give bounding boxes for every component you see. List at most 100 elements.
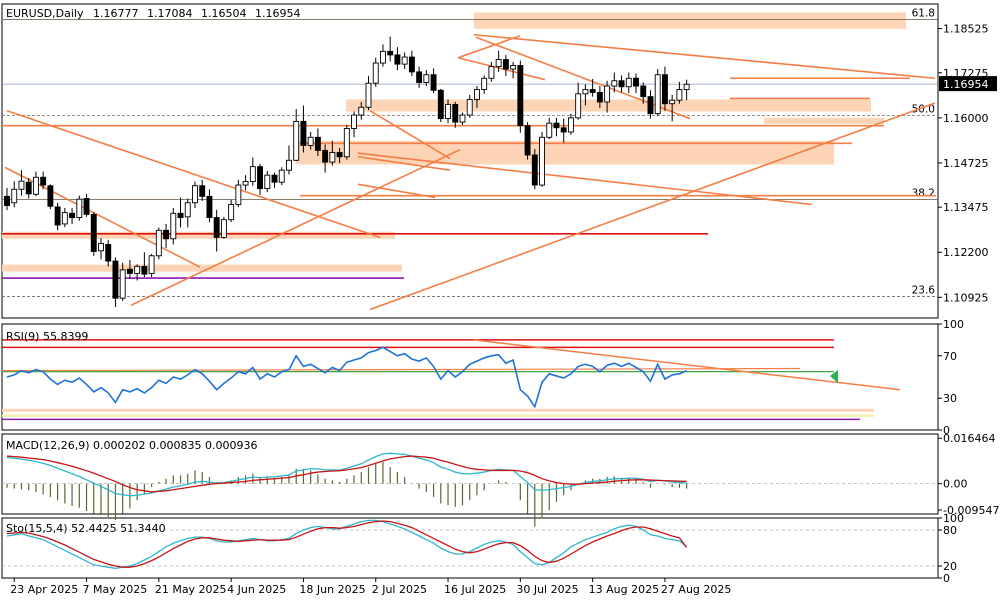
candle-body [206, 195, 213, 219]
candle-body [423, 74, 430, 83]
macd-title: MACD(12,26,9) 0.000202 0.000835 0.000936 [6, 439, 258, 452]
time-tick-label: 2 Jul 2025 [372, 583, 427, 596]
candle-body [524, 125, 531, 156]
candle-body [676, 89, 683, 101]
rsi-tick-label: 100 [943, 318, 964, 331]
panel-frames [1, 3, 939, 579]
candle-body [148, 255, 155, 274]
stochastic-title: Sto(15,5,4) 52.4425 51.3440 [6, 522, 166, 535]
last-price-box [939, 76, 997, 92]
candle-body [633, 77, 639, 87]
candle-body [452, 103, 459, 123]
supply-demand-zones [2, 12, 906, 272]
candle-body [98, 242, 104, 252]
candle-body [459, 114, 466, 123]
trendline [6, 110, 381, 239]
candle-body [47, 185, 54, 207]
trendline [457, 35, 521, 59]
candle-body [495, 59, 502, 68]
candle-body [372, 62, 379, 84]
candle-body [611, 80, 618, 87]
candle-body [437, 89, 444, 120]
candle-body [343, 128, 350, 158]
fib-level-label: 61.8 [912, 8, 935, 20]
candle-body [18, 180, 25, 190]
close-value: 1.16954 [255, 7, 301, 20]
candle-body [25, 181, 32, 195]
time-tick-label: 30 Jul 2025 [516, 583, 578, 596]
candle-body [126, 268, 133, 274]
fib-level-label: 38.2 [912, 188, 935, 200]
time-tick-label: 23 Apr 2025 [10, 583, 78, 596]
candle-body [640, 85, 647, 98]
time-tick-label: 16 Jul 2025 [444, 583, 506, 596]
macd-main-line [6, 452, 687, 497]
rsi-title: RSI(9) 55.8399 [6, 330, 88, 343]
trendline [369, 102, 936, 311]
price-tick-label: 1.12200 [943, 246, 989, 259]
candle-body [546, 122, 553, 138]
candle-body [40, 176, 47, 186]
candle-body [278, 169, 285, 183]
candle-body [4, 195, 10, 207]
candle-body [502, 59, 509, 70]
candle-body [11, 188, 18, 204]
rsi-trendline [1, 367, 801, 372]
candle-body [184, 202, 191, 218]
candle-body [351, 114, 357, 129]
open-value: 1.16777 [93, 7, 139, 20]
rsi-lower-zone [2, 408, 874, 412]
main-title: EURUSD,Daily 1.16777 1.17084 1.16504 1.1… [6, 7, 300, 20]
candle-body [618, 80, 625, 88]
candle-body [112, 260, 119, 299]
price-tick-label: 1.16000 [943, 112, 989, 125]
candle-body [54, 206, 61, 226]
low-value: 1.16504 [201, 7, 247, 20]
candle-body [220, 219, 227, 238]
candle-body [257, 166, 263, 190]
candle-body [408, 56, 415, 73]
price-zone [764, 117, 884, 124]
candle-body [300, 120, 307, 146]
candle-body [170, 212, 177, 240]
candle-body [430, 74, 437, 91]
candle-body [242, 181, 249, 186]
candle-body [61, 212, 68, 225]
candle-body [235, 184, 242, 205]
candle-body [213, 217, 220, 238]
price-zone [474, 12, 906, 29]
trendline [357, 155, 451, 171]
candle-body [358, 106, 365, 116]
candle-body [293, 120, 300, 161]
panel-frame [1, 433, 939, 515]
trendline [130, 148, 461, 306]
candle-body [560, 127, 567, 133]
candle-body [271, 174, 278, 183]
candle-body [329, 152, 336, 163]
candle-body [567, 117, 574, 133]
candle-body [445, 103, 451, 120]
candle-body [307, 136, 314, 146]
candle-body [119, 269, 126, 299]
candle-body [76, 198, 83, 219]
panel-frame [1, 3, 939, 319]
candle-body [589, 89, 596, 93]
candle-body [249, 166, 256, 182]
price-tick-label: 1.13475 [943, 201, 989, 214]
price-zone [296, 140, 834, 165]
sto-main-line [6, 519, 688, 570]
fib-level-label: 50.0 [912, 103, 935, 115]
candle-body [105, 244, 112, 262]
candle-body [199, 185, 206, 197]
trendlines [2, 33, 936, 311]
candlestick-series [4, 36, 690, 308]
symbol-title: EURUSD,Daily [6, 7, 84, 20]
macd-tick-label: 0.016464 [943, 432, 996, 445]
rsi-trendline [473, 339, 901, 391]
macd-panel: 0.016464 0.00 -0.009547 [2, 432, 999, 527]
candle-body [654, 74, 661, 115]
rsi-tick-label: 0 [943, 424, 950, 437]
